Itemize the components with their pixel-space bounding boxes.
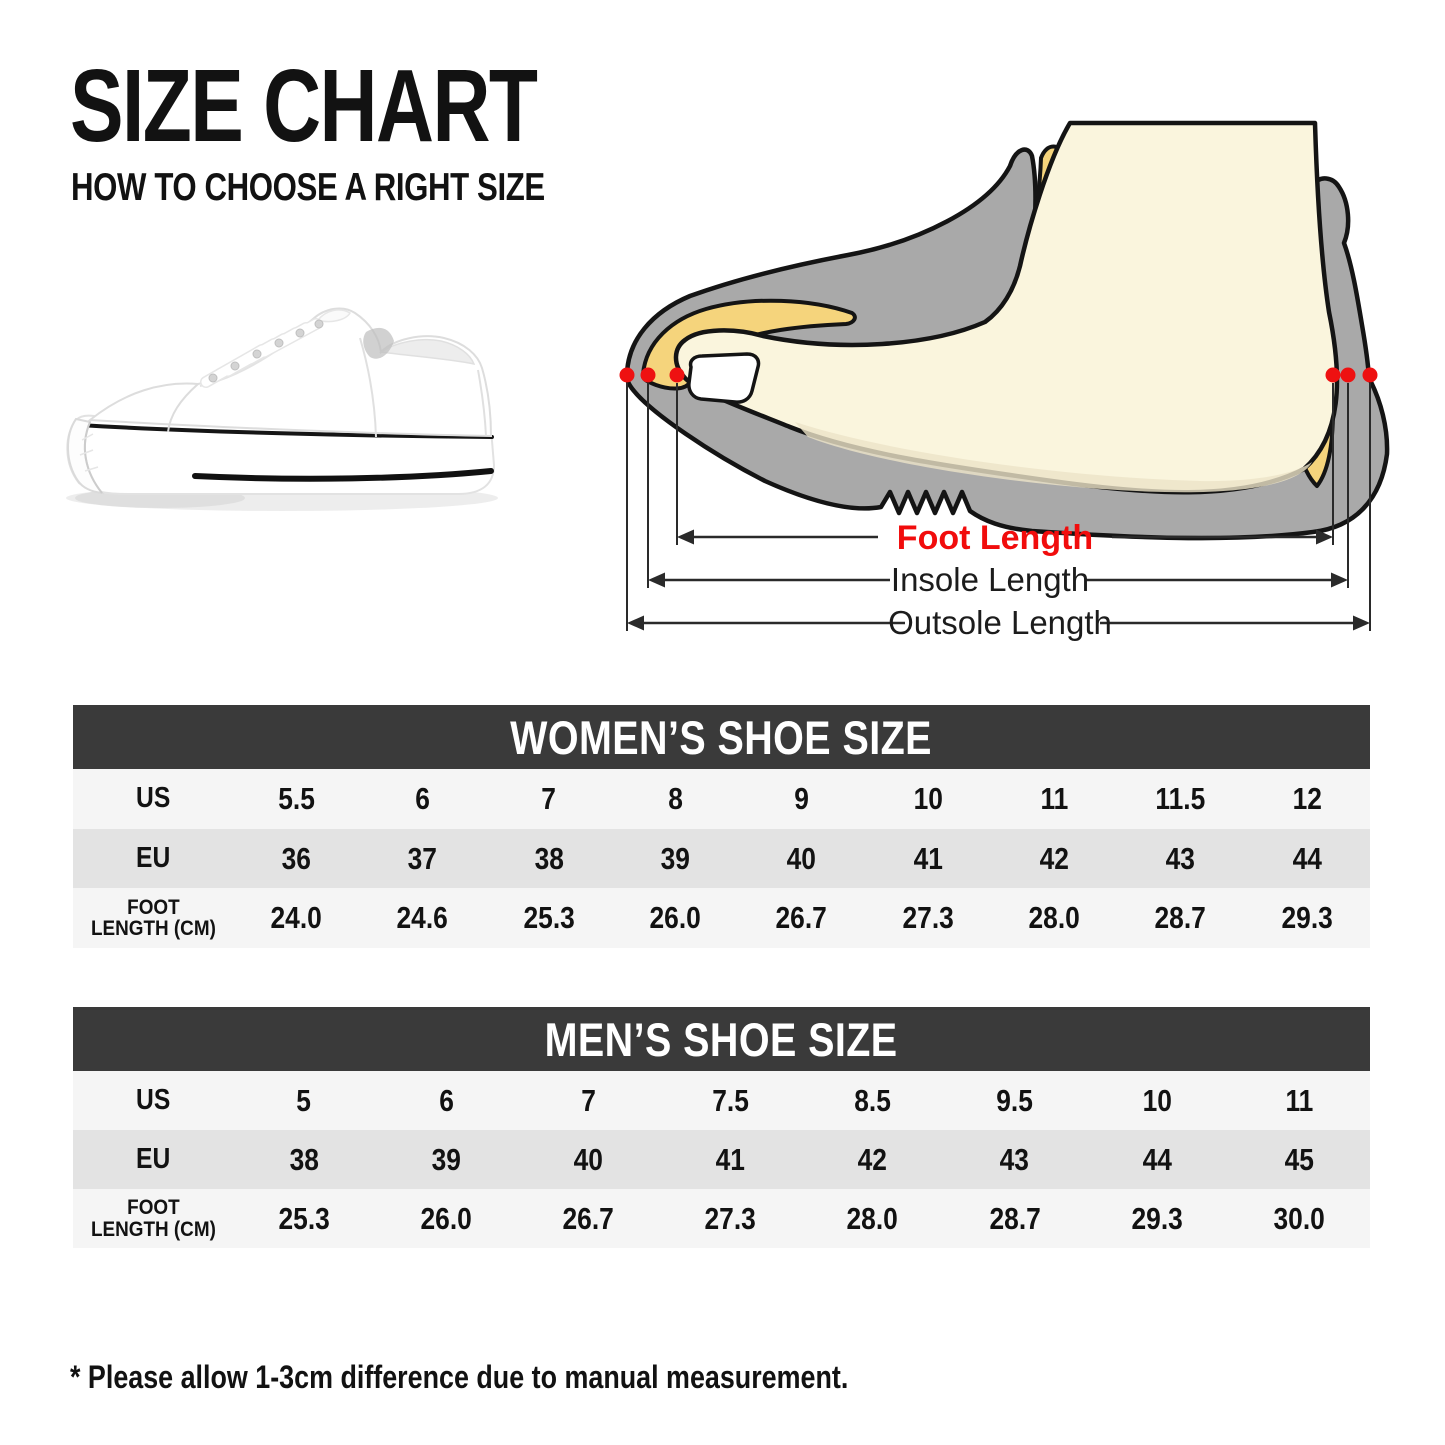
row-label: US [135, 1083, 171, 1116]
size-value-cell: 39 [660, 840, 690, 876]
page-subtitle: HOW TO CHOOSE A RIGHT SIZE [71, 166, 545, 209]
size-value-cell: 11.5 [1155, 780, 1206, 816]
size-value-cell: 24.6 [396, 900, 449, 936]
size-value-cell: 29.3 [1131, 1200, 1183, 1236]
page-title: SIZE CHART [70, 48, 538, 163]
size-value-cell: 39 [431, 1141, 461, 1177]
size-value-cell: 28.7 [989, 1200, 1041, 1236]
size-value-cell: 28.0 [1028, 900, 1080, 936]
collar-opening [378, 338, 476, 366]
size-value-cell: 6 [415, 780, 430, 816]
foxing-stripe-bottom [192, 468, 494, 482]
size-value-cell: 43 [1000, 1141, 1030, 1177]
size-value-cell: 36 [281, 840, 311, 876]
row-label: EU [135, 841, 171, 874]
tongue [316, 309, 352, 323]
table-title: WOMEN’S SHOE SIZE [510, 710, 933, 764]
foot-measurement-diagram: Foot Length Insole Length Outsole Length [619, 120, 1390, 641]
size-value-cell: 9.5 [996, 1082, 1034, 1118]
foxing-stripe-top [76, 423, 494, 439]
size-value-cell: 9 [794, 780, 809, 816]
size-value-cell: 5 [296, 1082, 312, 1118]
measurement-arrows [638, 535, 1359, 625]
guide-lines [626, 383, 1371, 631]
size-value-cell: 10 [913, 780, 943, 816]
toe-cap-seam [167, 383, 199, 433]
size-value-cell: 27.3 [902, 900, 954, 936]
size-value-cell: 26.7 [562, 1200, 614, 1236]
measurement-markers [619, 367, 1378, 383]
row-label: FOOT LENGTH (CM) [90, 1196, 216, 1241]
toenail [687, 352, 761, 404]
size-value-cell: 41 [913, 840, 943, 876]
size-value-cell: 29.3 [1281, 900, 1333, 936]
outsole-length-label: Outsole Length [888, 604, 1112, 641]
womens-row-eu: EU 36 37 38 39 40 41 42 43 44 [73, 828, 1370, 889]
mens-row-foot: FOOT LENGTH (CM) 25.3 26.0 26.7 27.3 28.0 28.7… [73, 1189, 1370, 1248]
size-value-cell: 28.7 [1154, 900, 1207, 936]
size-value-cell: 11 [1040, 780, 1069, 816]
size-value-cell: 10 [1142, 1082, 1172, 1118]
size-value-cell: 43 [1165, 840, 1196, 876]
heel-seam [477, 369, 487, 437]
size-value-cell: 27.3 [704, 1200, 757, 1236]
womens-row-foot: FOOT LENGTH (CM) 24.0 24.6 25.3 26.0 26.7 27.3… [73, 888, 1370, 949]
size-value-cell: 42 [857, 1141, 888, 1177]
size-value-cell: 45 [1284, 1141, 1314, 1177]
size-value-cell: 5.5 [277, 780, 315, 816]
size-value-cell: 26.0 [420, 1200, 472, 1236]
size-value-cell: 12 [1292, 780, 1322, 816]
row-label: EU [135, 1142, 171, 1175]
size-value-cell: 37 [407, 840, 438, 876]
mens-row-eu: EU 38 39 40 41 42 43 44 45 [73, 1130, 1370, 1189]
table-header-bar: MEN’S SHOE SIZE [73, 1007, 1370, 1071]
sneaker-sole [66, 414, 496, 495]
mens-size-table: MEN’S SHOE SIZE US 5 6 7 7.5 8.5 9.5 10 11 EU 38 39… [73, 1007, 1370, 1248]
size-value-cell: 7 [541, 780, 557, 816]
size-value-cell: 8.5 [854, 1082, 891, 1118]
measurement-note: * Please allow 1-3cm difference due to m… [70, 1359, 849, 1395]
sneaker-eyelets [208, 319, 324, 383]
quarter-seam [359, 337, 377, 438]
size-value-cell: 26.7 [775, 900, 828, 936]
size-value-cell: 6 [438, 1082, 454, 1118]
size-value-cell: 42 [1039, 840, 1069, 876]
size-value-cell: 11 [1285, 1082, 1313, 1118]
foot-shape [673, 120, 1340, 495]
foot-sole-shading [795, 422, 1312, 493]
size-value-cell: 40 [573, 1141, 603, 1177]
row-label: FOOT LENGTH (CM) [90, 895, 216, 941]
size-value-cell: 25.3 [523, 900, 575, 936]
white-sneaker-image [66, 307, 498, 511]
womens-row-us: US 5.5 6 7 8 9 10 11 11.5 12 [73, 769, 1370, 829]
size-value-cell: 41 [715, 1141, 746, 1177]
table-title: MEN’S SHOE SIZE [545, 1012, 898, 1066]
row-label: US [135, 782, 171, 815]
size-value-cell: 7.5 [712, 1082, 749, 1118]
size-value-cell: 26.0 [649, 900, 701, 936]
womens-size-table: WOMEN’S SHOE SIZE US 5.5 6 7 8 9 10 11 11.5 12 EU 3… [73, 705, 1370, 949]
size-value-cell: 24.0 [270, 900, 322, 936]
arrowheads [627, 529, 1370, 631]
foot-length-label: Foot Length [897, 519, 1093, 557]
size-value-cell: 44 [1142, 1141, 1172, 1177]
size-value-cell: 38 [289, 1141, 319, 1177]
size-value-cell: 38 [534, 840, 564, 876]
size-value-cell: 30.0 [1273, 1200, 1325, 1236]
collar-shadow [363, 327, 394, 359]
table-header-bar: WOMEN’S SHOE SIZE [73, 705, 1370, 769]
size-value-cell: 28.0 [846, 1200, 899, 1236]
size-value-cell: 7 [580, 1082, 596, 1118]
insole-length-label: Insole Length [891, 561, 1089, 598]
size-value-cell: 40 [786, 840, 817, 876]
size-value-cell: 8 [667, 780, 683, 816]
mens-row-us: US 5 6 7 7.5 8.5 9.5 10 11 [73, 1071, 1370, 1130]
size-value-cell: 25.3 [278, 1200, 330, 1236]
size-value-cell: 44 [1292, 840, 1322, 876]
sneaker-upper [87, 307, 493, 438]
